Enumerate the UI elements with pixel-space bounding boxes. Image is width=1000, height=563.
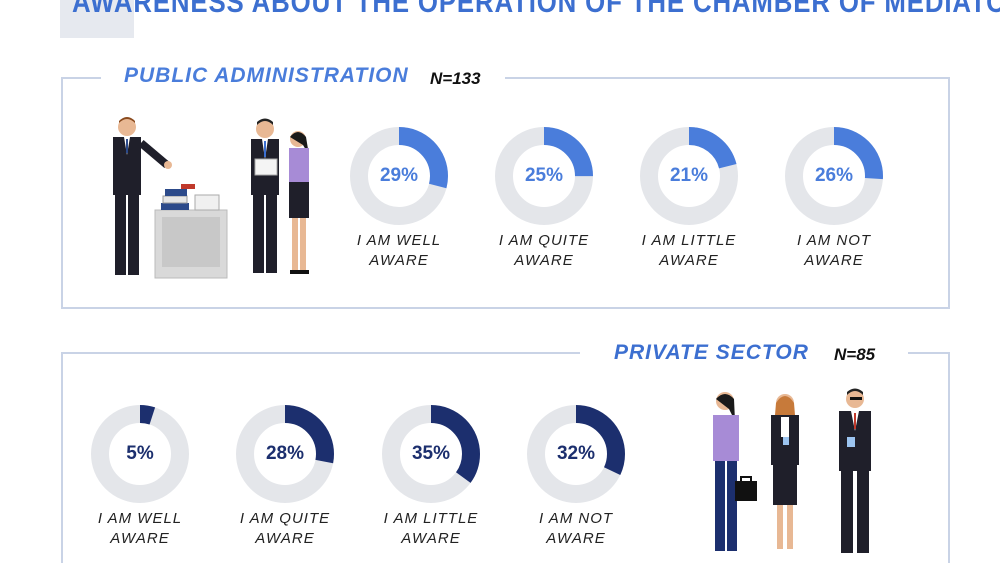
public-panel-bottom-border <box>61 307 950 309</box>
private-caption-line1-2: I AM QUITE <box>239 510 331 527</box>
private-caption-line2-4: AWARE <box>546 530 606 547</box>
public-donut-slice-1 <box>350 127 448 225</box>
public-donut-slice-2 <box>495 127 593 225</box>
public-donut-caption-2: I AM QUITE AWARE <box>479 231 609 271</box>
public-panel-top-right-border <box>505 77 950 79</box>
private-panel-top-left-border <box>61 352 580 354</box>
private-panel-left-border <box>61 352 63 563</box>
public-caption-line2-3: AWARE <box>659 252 719 269</box>
public-section-title: PUBLIC ADMINISTRATION <box>124 64 409 87</box>
public-caption-line1-3: I AM LITTLE <box>641 232 737 249</box>
private-donut-value-1: 5% <box>126 443 154 464</box>
public-caption-line1-4: I AM NOT <box>796 232 872 249</box>
title-accent-block <box>60 0 134 38</box>
private-caption-line2-3: AWARE <box>401 530 461 547</box>
private-donut-slice-1 <box>91 405 189 503</box>
public-caption-line1-1: I AM WELL <box>356 232 442 249</box>
public-donut-value-2: 25% <box>524 165 564 186</box>
private-sample-size: N=85 <box>834 345 876 364</box>
private-donut-value-3: 35% <box>411 443 451 464</box>
private-donut-caption-4: I AM NOT AWARE <box>511 509 641 549</box>
private-donut-value-4: 32% <box>556 443 596 464</box>
private-section-title: PRIVATE SECTOR <box>614 341 809 364</box>
public-panel-top-left-border <box>61 77 101 79</box>
private-donut-caption-1: I AM WELL AWARE <box>75 509 205 549</box>
private-caption-line2-1: AWARE <box>110 530 170 547</box>
private-donut-value-2: 28% <box>265 443 305 464</box>
private-caption-line2-2: AWARE <box>255 530 315 547</box>
private-donut-4: 32% <box>526 404 626 504</box>
public-donut-caption-3: I AM LITTLE AWARE <box>624 231 754 271</box>
private-donut-slice-4 <box>527 405 625 503</box>
office-workers-illustration <box>113 117 309 279</box>
public-donut-1: 29% <box>349 126 449 226</box>
private-donut-slice-3 <box>382 405 480 503</box>
public-donut-value-1: 29% <box>379 165 419 186</box>
public-donut-value-3: 21% <box>669 165 709 186</box>
public-caption-line2-2: AWARE <box>514 252 574 269</box>
private-panel-right-border <box>948 352 950 563</box>
public-caption-line1-2: I AM QUITE <box>498 232 590 249</box>
private-donut-2: 28% <box>235 404 335 504</box>
public-donut-slice-4 <box>785 127 883 225</box>
private-caption-line1-1: I AM WELL <box>97 510 183 527</box>
private-panel-top-right-border <box>908 352 950 354</box>
public-donut-2: 25% <box>494 126 594 226</box>
public-donut-3: 21% <box>639 126 739 226</box>
public-caption-line2-1: AWARE <box>369 252 429 269</box>
public-panel-left-border <box>61 77 63 309</box>
private-donut-caption-3: I AM LITTLE AWARE <box>366 509 496 549</box>
public-donut-slice-3 <box>640 127 738 225</box>
public-sample-size: N=133 <box>430 69 481 88</box>
public-donut-4: 26% <box>784 126 884 226</box>
private-caption-line1-3: I AM LITTLE <box>383 510 479 527</box>
public-caption-line2-4: AWARE <box>804 252 864 269</box>
public-donut-caption-4: I AM NOT AWARE <box>769 231 899 271</box>
private-donut-caption-2: I AM QUITE AWARE <box>220 509 350 549</box>
private-donut-1: 5% <box>90 404 190 504</box>
page-title: AWARENESS ABOUT THE OPERATION OF THE CHA… <box>72 0 1000 19</box>
private-donut-3: 35% <box>381 404 481 504</box>
public-donut-caption-1: I AM WELL AWARE <box>334 231 464 271</box>
private-caption-line1-4: I AM NOT <box>538 510 614 527</box>
public-panel-right-border <box>948 77 950 309</box>
business-people-illustration <box>713 388 871 553</box>
private-donut-slice-2 <box>236 405 334 503</box>
public-donut-value-4: 26% <box>814 165 854 186</box>
